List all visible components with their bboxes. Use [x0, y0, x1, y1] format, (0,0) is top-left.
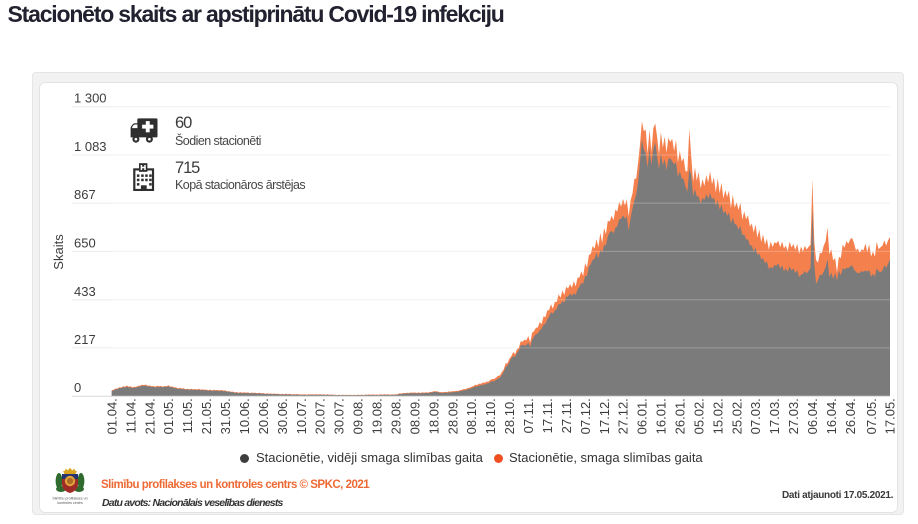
svg-text:17.12.: 17.12.: [597, 398, 612, 434]
svg-text:15.02.: 15.02.: [710, 398, 725, 434]
svg-text:21.04.: 21.04.: [142, 398, 157, 434]
svg-text:08.09.: 08.09.: [407, 398, 422, 434]
svg-text:20.06.: 20.06.: [256, 398, 271, 434]
svg-text:Slimību profilakses un: Slimību profilakses un: [52, 497, 87, 501]
svg-text:01.05.: 01.05.: [161, 398, 176, 434]
svg-text:433: 433: [74, 284, 96, 299]
svg-text:27.11.: 27.11.: [559, 398, 574, 433]
svg-text:16.01.: 16.01.: [654, 398, 669, 434]
svg-text:26.01.: 26.01.: [673, 398, 688, 434]
svg-text:17.11.: 17.11.: [540, 398, 555, 433]
svg-text:29.08.: 29.08.: [389, 398, 404, 434]
svg-text:16.04.: 16.04.: [824, 398, 839, 434]
svg-text:867: 867: [74, 187, 96, 202]
svg-text:11.04.: 11.04.: [123, 398, 138, 433]
svg-text:0: 0: [74, 380, 81, 395]
svg-text:30.06.: 30.06.: [275, 398, 290, 434]
svg-text:27.12.: 27.12.: [616, 398, 631, 434]
svg-text:17.03.: 17.03.: [767, 398, 782, 434]
svg-text:19.08.: 19.08.: [370, 398, 385, 434]
svg-text:26.04.: 26.04.: [843, 398, 858, 434]
svg-text:07.03.: 07.03.: [748, 398, 763, 434]
svg-text:06.01.: 06.01.: [635, 398, 650, 434]
svg-text:27.03.: 27.03.: [786, 398, 801, 434]
svg-text:Skaits: Skaits: [51, 234, 66, 270]
svg-text:kontroles centrs: kontroles centrs: [57, 501, 83, 505]
svg-text:1 083: 1 083: [74, 139, 107, 154]
svg-text:05.02.: 05.02.: [691, 398, 706, 434]
svg-text:28.10.: 28.10.: [502, 398, 517, 434]
svg-text:18.10.: 18.10.: [483, 398, 498, 434]
svg-text:07.12.: 07.12.: [578, 398, 593, 434]
svg-text:21.05.: 21.05.: [199, 398, 214, 434]
svg-text:07.05.: 07.05.: [864, 398, 879, 434]
svg-text:11.05.: 11.05.: [180, 398, 195, 433]
svg-text:28.09.: 28.09.: [445, 398, 460, 434]
svg-text:30.07.: 30.07.: [332, 398, 347, 434]
svg-text:08.10.: 08.10.: [464, 398, 479, 434]
svg-text:1 300: 1 300: [74, 91, 107, 106]
svg-text:01.04.: 01.04.: [104, 398, 119, 434]
svg-text:217: 217: [74, 332, 96, 347]
svg-text:31.05.: 31.05.: [218, 398, 233, 434]
svg-text:07.11.: 07.11.: [521, 398, 536, 433]
svg-text:10.07.: 10.07.: [294, 398, 309, 434]
svg-text:650: 650: [74, 235, 96, 250]
svg-text:17.05.: 17.05.: [883, 398, 898, 434]
svg-text:18.09.: 18.09.: [426, 398, 441, 434]
svg-text:25.02.: 25.02.: [729, 398, 744, 434]
svg-text:06.04.: 06.04.: [805, 398, 820, 434]
svg-text:10.06.: 10.06.: [237, 398, 252, 434]
svg-text:20.07.: 20.07.: [313, 398, 328, 434]
svg-text:09.08.: 09.08.: [351, 398, 366, 434]
